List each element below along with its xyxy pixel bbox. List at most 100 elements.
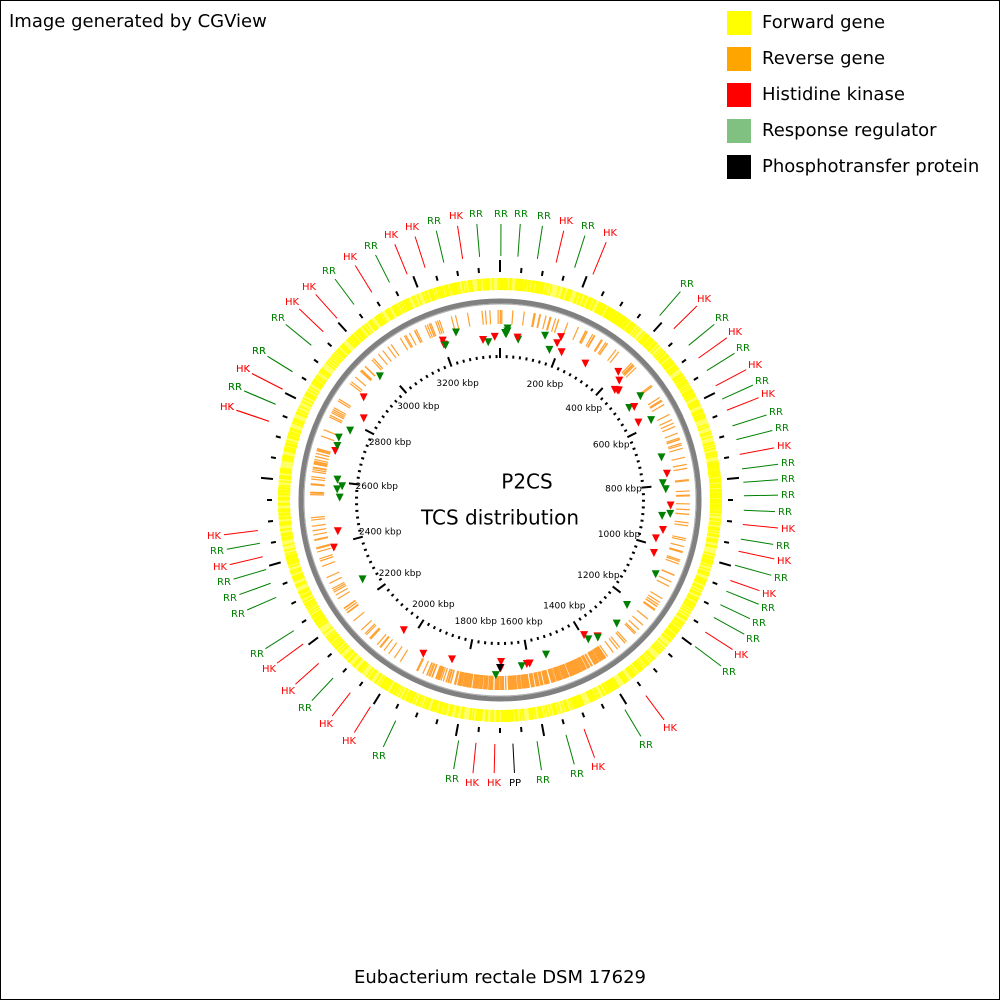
forward-gene — [485, 709, 488, 722]
tcs-marker — [441, 341, 450, 350]
forward-gene — [661, 633, 672, 643]
forward-gene — [279, 470, 292, 474]
forward-gene — [575, 695, 582, 708]
reverse-gene — [572, 660, 580, 674]
forward-gene — [564, 699, 570, 712]
feature-line — [743, 494, 779, 497]
feature-label: HK — [697, 294, 712, 305]
forward-gene — [312, 379, 324, 388]
feature-label: RR — [715, 313, 729, 324]
reverse-gene — [664, 432, 679, 439]
forward-gene — [662, 359, 673, 369]
reverse-gene — [332, 408, 346, 417]
outer-tick — [693, 376, 699, 381]
forward-gene — [645, 650, 656, 660]
forward-gene — [672, 373, 684, 382]
tcs-marker — [657, 453, 666, 462]
reverse-gene — [649, 400, 663, 409]
feature-label: HK — [748, 360, 763, 371]
forward-gene — [316, 374, 327, 383]
forward-gene — [293, 575, 305, 582]
feature-label: HK — [761, 389, 776, 400]
tcs-marker — [333, 441, 342, 450]
forward-gene — [545, 283, 550, 296]
reverse-gene — [454, 670, 460, 685]
feature-line — [265, 630, 295, 650]
outer-tick — [358, 681, 364, 687]
reverse-gene — [447, 669, 453, 683]
reverse-gene — [542, 315, 547, 330]
reverse-gene — [668, 548, 683, 554]
forward-gene — [311, 380, 323, 389]
forward-gene — [298, 404, 311, 412]
forward-gene — [552, 702, 558, 715]
forward-gene — [687, 399, 699, 406]
forward-gene — [677, 380, 688, 389]
forward-gene — [709, 488, 722, 491]
forward-gene — [471, 708, 475, 721]
feature-line — [739, 447, 775, 455]
outer-tick — [636, 313, 642, 319]
forward-gene — [629, 664, 639, 675]
forward-gene — [281, 536, 294, 541]
forward-gene — [689, 589, 701, 597]
tcs-marker — [658, 525, 667, 534]
forward-gene — [441, 702, 447, 715]
forward-gene — [625, 321, 634, 333]
forward-gene — [607, 309, 616, 321]
reverse-gene — [468, 673, 473, 688]
center-title: P2CS — [501, 470, 552, 494]
outer-tick — [456, 270, 460, 277]
center-subtitle: TCS distribution — [420, 506, 579, 530]
forward-gene — [683, 601, 695, 609]
forward-gene — [707, 528, 721, 532]
forward-gene — [278, 510, 291, 513]
forward-gene — [303, 598, 316, 606]
reverse-gene — [482, 675, 486, 690]
forward-gene — [285, 555, 298, 560]
feature-line — [624, 709, 642, 737]
forward-gene — [661, 632, 673, 642]
ruler-tick — [578, 617, 582, 621]
tcs-marker — [557, 348, 566, 357]
reverse-gene — [369, 627, 380, 639]
forward-gene — [541, 282, 545, 295]
forward-gene — [280, 468, 293, 472]
outer-tick — [636, 681, 642, 687]
reverse-gene — [320, 435, 335, 442]
outer-tick — [561, 275, 565, 281]
forward-gene — [559, 287, 565, 300]
feature-line — [645, 695, 665, 721]
forward-gene — [286, 436, 299, 441]
forward-gene — [655, 640, 665, 650]
forward-gene — [438, 701, 443, 714]
feature-line — [251, 373, 283, 390]
ruler-label: 1000 kbp — [598, 530, 641, 540]
forward-gene — [415, 694, 422, 706]
forward-gene — [476, 279, 480, 292]
reverse-gene — [643, 600, 656, 611]
forward-gene — [278, 487, 291, 490]
forward-gene — [693, 412, 705, 419]
forward-gene — [332, 353, 343, 363]
forward-gene — [460, 706, 464, 719]
reverse-gene — [609, 351, 620, 364]
forward-gene — [624, 320, 633, 332]
forward-gene — [316, 617, 327, 626]
forward-gene — [314, 614, 325, 623]
reverse-gene — [312, 468, 327, 473]
forward-gene — [377, 674, 386, 686]
forward-gene — [469, 707, 473, 721]
forward-gene — [708, 521, 721, 525]
reverse-gene — [577, 657, 585, 671]
reverse-gene — [593, 648, 602, 662]
forward-gene — [598, 685, 605, 697]
outer-tick — [719, 561, 732, 567]
forward-gene — [538, 281, 543, 294]
forward-gene — [357, 328, 367, 340]
outer-tick — [454, 723, 460, 737]
forward-gene — [434, 700, 440, 713]
reverse-gene — [477, 674, 481, 689]
forward-gene — [310, 609, 322, 618]
